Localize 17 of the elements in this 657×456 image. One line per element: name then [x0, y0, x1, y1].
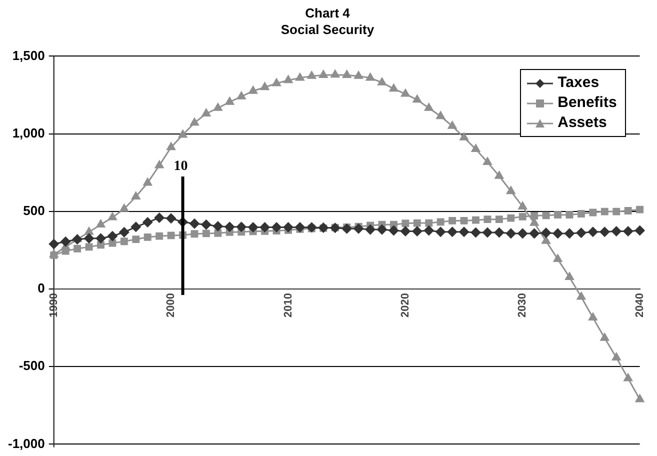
y-tick-label: 1,000 [12, 125, 45, 140]
chart-subtitle: Social Security [280, 22, 375, 37]
y-tick-label: 0 [38, 280, 45, 296]
y-tick-label: -1,000 [8, 436, 45, 451]
legend-label: Taxes [558, 73, 600, 94]
legend-label: Assets [558, 113, 607, 134]
y-tick-label: 500 [23, 202, 45, 218]
x-tick-label: 2010 [282, 293, 294, 318]
annotation: 10 [174, 159, 188, 174]
y-tick-label: -500 [18, 358, 45, 374]
chart-title: Chart 4 [305, 5, 351, 20]
legend-label: Benefits [558, 93, 617, 114]
x-tick-label: 2000 [165, 293, 178, 318]
x-tick-label: 2020 [399, 293, 412, 318]
y-tick-label: 1,500 [12, 48, 45, 63]
x-tick-label: 2030 [516, 293, 529, 318]
x-tick-label: 2040 [634, 293, 646, 318]
